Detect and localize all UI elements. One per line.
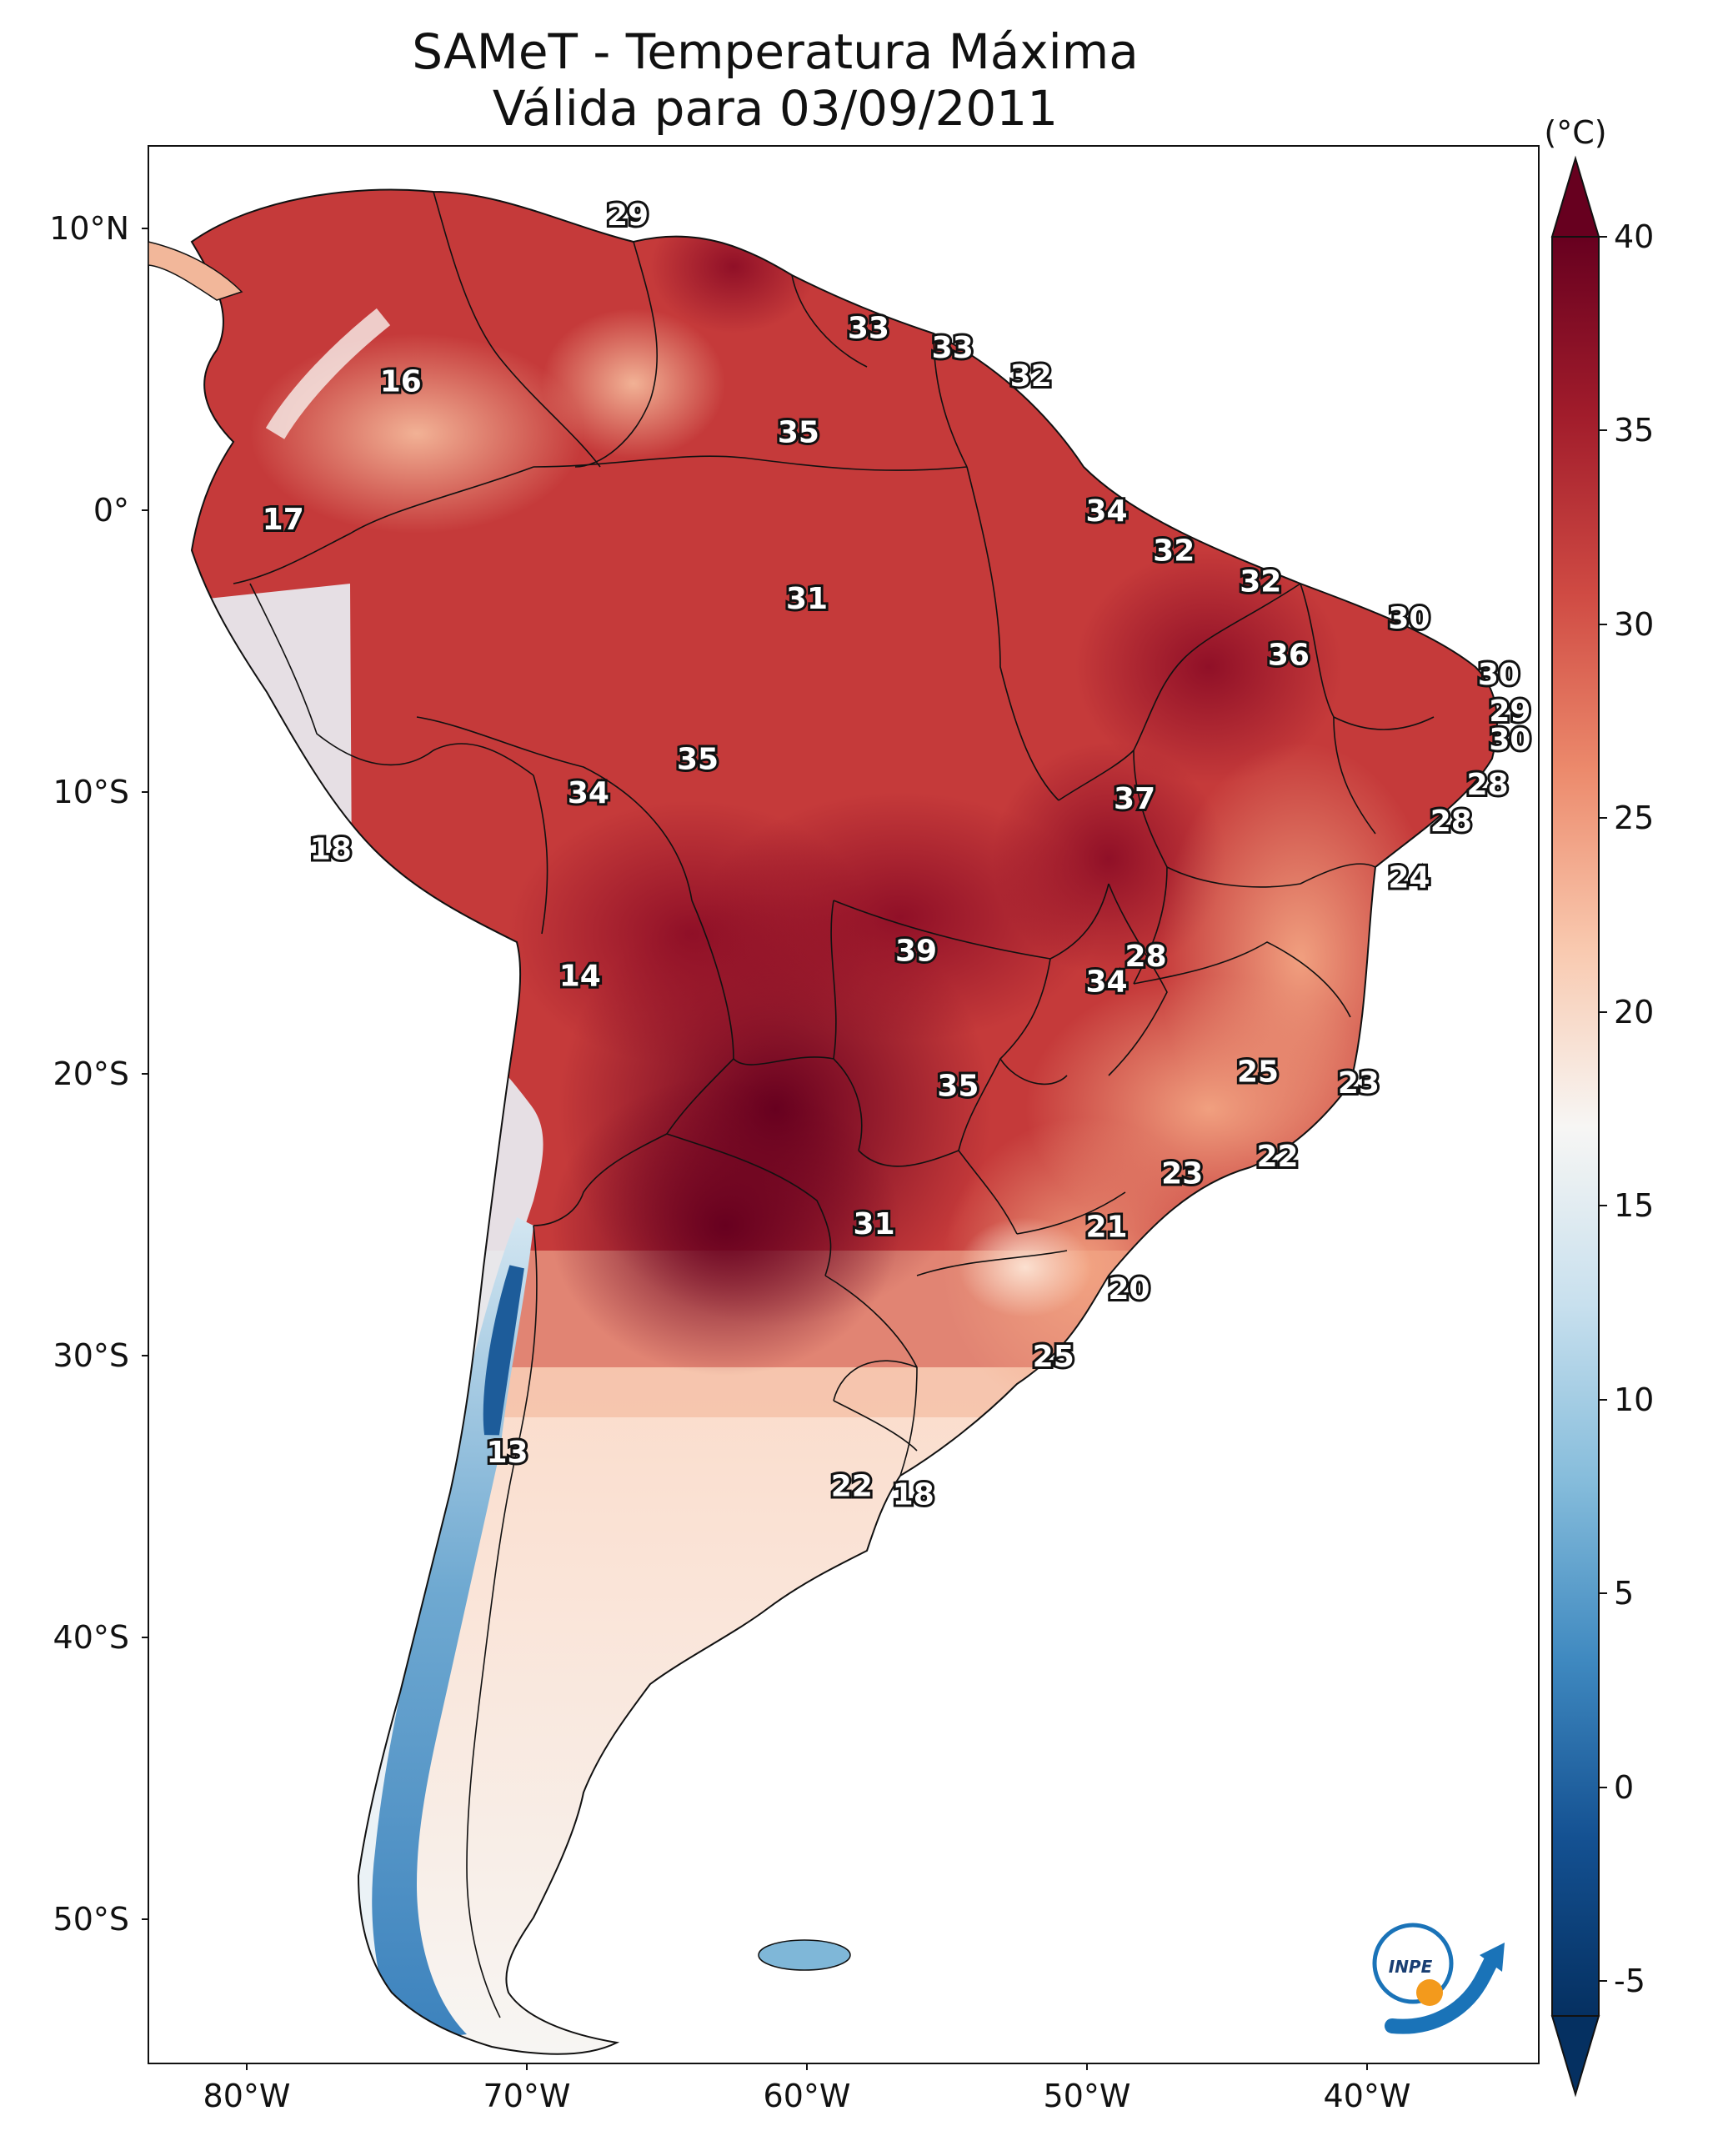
- station-18-a: 18: [310, 833, 352, 867]
- colorbar-tick-10: 10: [1614, 1381, 1654, 1418]
- station-22-a: 22: [1256, 1140, 1298, 1174]
- station-23-b: 23: [1161, 1156, 1203, 1191]
- colorbar-tick-5: 5: [1614, 1575, 1634, 1612]
- lon-label-60w: 60°W: [764, 2078, 851, 2114]
- lat-label-0: 0°: [93, 492, 129, 529]
- colorbar-tick-0: 0: [1614, 1769, 1634, 1806]
- lat-label-30s: 30°S: [53, 1337, 129, 1374]
- station-30-b: 30: [1478, 658, 1520, 692]
- station-23-a: 23: [1338, 1066, 1380, 1101]
- colorbar: (°C) 40 35 30 25 20 15 10 5 0 -5: [1544, 114, 1654, 2098]
- station-35-b: 35: [677, 742, 719, 776]
- station-34-a: 34: [1085, 494, 1127, 529]
- lon-label-40w: 40°W: [1324, 2078, 1411, 2114]
- station-16: 16: [380, 365, 422, 399]
- station-13: 13: [486, 1436, 528, 1470]
- inpe-logo: INPE: [1372, 1923, 1505, 2034]
- station-25-b: 25: [1033, 1340, 1074, 1374]
- station-37: 37: [1114, 782, 1155, 816]
- station-30-a: 30: [1388, 601, 1430, 635]
- station-32-a: 32: [1010, 359, 1052, 394]
- station-34-b: 34: [568, 776, 609, 810]
- colorbar-bar: [1551, 236, 1600, 2017]
- lat-label-20s: 20°S: [53, 1055, 129, 1092]
- station-31-b: 31: [854, 1207, 895, 1241]
- station-28-a: 28: [1466, 768, 1508, 802]
- map-title-line2: Válida para 03/09/2011: [492, 80, 1059, 137]
- lat-label-10n: 10°N: [49, 210, 129, 247]
- station-29-b: 29: [1489, 694, 1530, 729]
- station-24: 24: [1388, 860, 1430, 895]
- lat-label-50s: 50°S: [53, 1901, 129, 1938]
- colorbar-tick-40: 40: [1614, 218, 1654, 255]
- station-22-b: 22: [831, 1470, 873, 1504]
- colorbar-tick-15: 15: [1614, 1187, 1654, 1224]
- colorbar-top-extension: [1550, 155, 1600, 238]
- colorbar-unit: (°C): [1544, 114, 1606, 151]
- station-20: 20: [1108, 1272, 1150, 1306]
- station-33-a: 33: [848, 311, 889, 345]
- station-29-caribbean: 29: [607, 198, 649, 233]
- lon-label-80w: 80°W: [203, 2078, 291, 2114]
- station-36: 36: [1268, 638, 1310, 672]
- country-borders: [233, 191, 1435, 2018]
- colorbar-tick-25: 25: [1614, 800, 1654, 836]
- station-35-a: 35: [778, 415, 819, 449]
- station-28-b: 28: [1430, 805, 1472, 839]
- falkland-islands: [758, 1939, 851, 1971]
- coastline: [190, 188, 1498, 2055]
- station-21: 21: [1085, 1211, 1127, 1245]
- station-35-c: 35: [937, 1070, 979, 1104]
- station-30-c: 30: [1489, 723, 1530, 757]
- station-32-b: 32: [1153, 534, 1195, 568]
- station-17: 17: [263, 503, 304, 537]
- lat-label-40s: 40°S: [53, 1619, 129, 1656]
- central-america: [148, 241, 243, 301]
- station-14: 14: [559, 960, 601, 994]
- latitude-ticks: 10°N 0° 10°S 20°S 30°S 40°S 50°S: [49, 210, 148, 1938]
- colorbar-bottom-extension: [1550, 2015, 1600, 2098]
- station-32-c: 32: [1240, 565, 1281, 599]
- station-25-a: 25: [1237, 1055, 1279, 1090]
- inpe-logo-text: INPE: [1389, 1957, 1433, 1977]
- colorbar-tick-20: 20: [1614, 994, 1654, 1030]
- map-title-line1: SAMeT - Temperatura Máxima: [412, 23, 1139, 80]
- lat-label-10s: 10°S: [53, 774, 129, 810]
- station-31-a: 31: [786, 582, 828, 616]
- longitude-ticks: 80°W 70°W 60°W 50°W 40°W: [203, 2063, 1411, 2114]
- colorbar-tick-neg5: -5: [1614, 1963, 1645, 1999]
- colorbar-tick-35: 35: [1614, 412, 1654, 449]
- lon-label-50w: 50°W: [1044, 2078, 1131, 2114]
- station-39: 39: [895, 934, 937, 968]
- station-18-b: 18: [893, 1478, 934, 1512]
- station-33-b: 33: [932, 331, 974, 365]
- station-34-c: 34: [1085, 965, 1127, 1000]
- colorbar-tick-30: 30: [1614, 606, 1654, 643]
- station-28-c: 28: [1125, 940, 1167, 974]
- lon-label-70w: 70°W: [483, 2078, 571, 2114]
